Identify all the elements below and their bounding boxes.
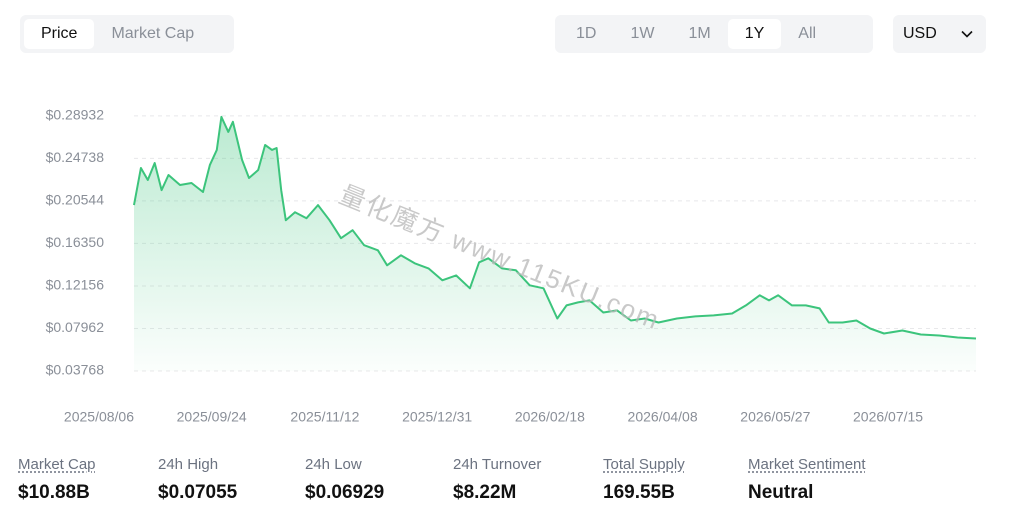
y-tick-label: $0.07962 bbox=[46, 319, 105, 335]
stat-value: $0.07055 bbox=[158, 482, 238, 503]
stat-label: Market Cap bbox=[18, 456, 96, 473]
currency-label: USD bbox=[903, 25, 937, 42]
stat-label: Total Supply bbox=[603, 456, 685, 473]
x-tick-label: 2026/05/27 bbox=[740, 409, 810, 425]
chart: $0.03768 $0.07962 $0.12156 $0.16350 $0.20544… bbox=[46, 107, 977, 425]
y-tick-label: $0.24738 bbox=[46, 149, 105, 165]
stat: 24h High $0.07055 bbox=[158, 455, 237, 504]
stat-value: $0.06929 bbox=[305, 482, 385, 503]
stat-value: Neutral bbox=[748, 482, 814, 503]
range-tabs: 1D 1W 1M 1Y All bbox=[555, 15, 873, 53]
chevron-icon bbox=[961, 30, 973, 38]
y-tick-label: $0.16350 bbox=[46, 234, 105, 250]
range-tab[interactable]: 1Y bbox=[727, 19, 782, 49]
range-tab[interactable]: 1M bbox=[688, 25, 711, 42]
range-tab[interactable]: 1D bbox=[576, 25, 597, 42]
stat: Market Sentiment Neutral bbox=[748, 455, 866, 504]
stat-value: $10.88B bbox=[18, 482, 90, 503]
x-tick-label: 2025/12/31 bbox=[402, 409, 472, 425]
range-tab[interactable]: 1W bbox=[630, 25, 655, 42]
y-tick-label: $0.03768 bbox=[46, 362, 105, 378]
currency-select[interactable]: USD bbox=[893, 15, 986, 53]
stat-label: 24h Low bbox=[305, 456, 362, 473]
view-tabs: Price Market Cap bbox=[20, 15, 234, 53]
range-tab[interactable]: All bbox=[798, 25, 817, 42]
stat: 24h Low $0.06929 bbox=[305, 455, 384, 504]
stat: Total Supply 169.55B bbox=[603, 455, 685, 504]
y-tick-label: $0.28932 bbox=[46, 107, 105, 123]
x-tick-label: 2025/08/06 bbox=[64, 409, 134, 425]
view-tab[interactable]: Market Cap bbox=[111, 25, 195, 42]
stat-label: 24h High bbox=[158, 456, 219, 473]
stat-label: Market Sentiment bbox=[748, 456, 866, 473]
stat: 24h Turnover $8.22M bbox=[453, 455, 541, 504]
stat-value: 169.55B bbox=[603, 482, 675, 503]
y-tick-label: $0.20544 bbox=[46, 192, 105, 208]
view-tab[interactable]: Price bbox=[24, 19, 95, 49]
area-fill bbox=[134, 116, 976, 372]
stat-value: $8.22M bbox=[453, 482, 517, 503]
x-tick-label: 2026/07/15 bbox=[853, 409, 923, 425]
stat-label: 24h Turnover bbox=[453, 456, 542, 473]
price-line bbox=[133, 115, 977, 340]
x-tick-label: 2026/02/18 bbox=[515, 409, 585, 425]
y-tick-label: $0.12156 bbox=[46, 277, 105, 293]
stat: Market Cap $10.88B bbox=[18, 455, 96, 504]
x-tick-label: 2025/11/12 bbox=[290, 409, 359, 425]
x-tick-label: 2025/09/24 bbox=[177, 409, 247, 425]
x-tick-label: 2026/04/08 bbox=[628, 409, 698, 425]
